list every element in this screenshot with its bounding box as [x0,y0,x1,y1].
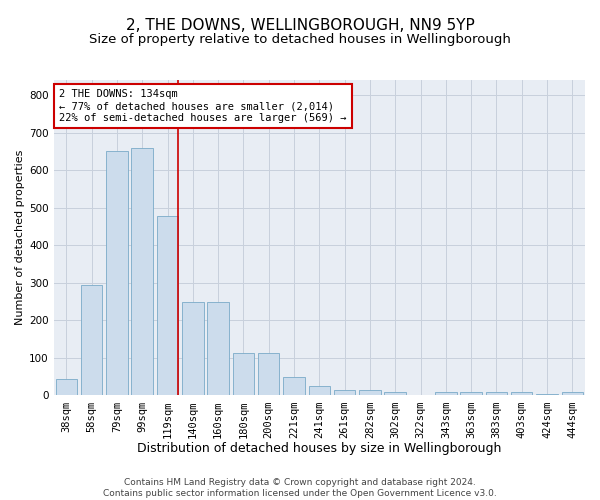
Bar [562,392,583,396]
Bar [283,376,305,396]
Bar [208,302,229,396]
Bar [511,392,532,396]
Text: Contains HM Land Registry data © Crown copyright and database right 2024.
Contai: Contains HM Land Registry data © Crown c… [103,478,497,498]
Text: 2 THE DOWNS: 134sqm
← 77% of detached houses are smaller (2,014)
22% of semi-det: 2 THE DOWNS: 134sqm ← 77% of detached ho… [59,90,346,122]
Text: Size of property relative to detached houses in Wellingborough: Size of property relative to detached ho… [89,34,511,46]
X-axis label: Distribution of detached houses by size in Wellingborough: Distribution of detached houses by size … [137,442,502,455]
Bar [485,392,507,396]
Bar [233,353,254,396]
Bar [435,392,457,396]
Bar [385,392,406,396]
Y-axis label: Number of detached properties: Number of detached properties [15,150,25,326]
Bar [157,216,178,396]
Bar [359,390,380,396]
Bar [182,302,203,396]
Bar [106,152,128,396]
Bar [131,148,153,396]
Bar [460,392,482,396]
Bar [56,378,77,396]
Bar [334,390,355,396]
Bar [308,386,330,396]
Text: 2, THE DOWNS, WELLINGBOROUGH, NN9 5YP: 2, THE DOWNS, WELLINGBOROUGH, NN9 5YP [125,18,475,32]
Bar [81,286,103,396]
Bar [536,394,558,396]
Bar [258,353,280,396]
